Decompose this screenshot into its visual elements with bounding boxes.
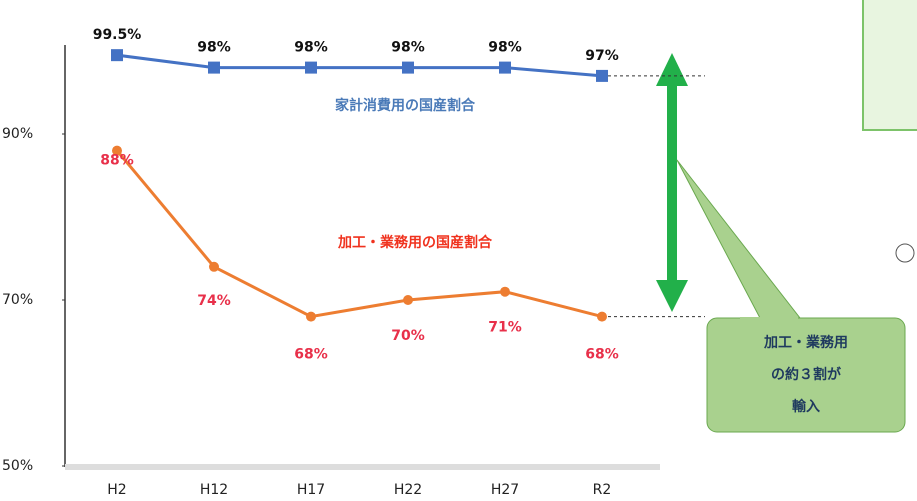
- callout-pointer: [676, 159, 802, 319]
- callout-join: [740, 317, 798, 320]
- y-tick-label: 90%: [2, 126, 33, 142]
- data-label: 98%: [488, 40, 522, 56]
- data-label: 98%: [197, 40, 231, 56]
- y-tick-label: 50%: [2, 458, 33, 474]
- data-label: 99.5%: [93, 27, 142, 43]
- callout-text: 輸入: [792, 398, 820, 415]
- x-tick-label: H22: [394, 482, 422, 498]
- marker: [305, 61, 317, 74]
- marker: [209, 261, 219, 272]
- data-label: 97%: [585, 48, 619, 64]
- data-label: 98%: [391, 40, 425, 56]
- marker: [306, 311, 316, 322]
- marker: [403, 295, 413, 305]
- series-line: [115, 149, 603, 319]
- marker: [112, 145, 122, 156]
- data-label: 70%: [391, 328, 425, 344]
- callout-box: [706, 317, 906, 433]
- marker: [111, 49, 123, 62]
- data-label: 68%: [294, 347, 328, 363]
- data-label: 88%: [100, 153, 134, 169]
- x-tick-label: H12: [200, 482, 228, 498]
- marker: [500, 286, 510, 297]
- y-tick-label: 70%: [2, 292, 33, 308]
- double-arrow: [656, 53, 688, 312]
- marker: [499, 61, 511, 74]
- series-annotation: 家計消費用の国産割合: [335, 97, 476, 114]
- data-label: 71%: [488, 320, 522, 336]
- partial-circle: [895, 243, 915, 263]
- x-tick-label: H2: [107, 482, 126, 498]
- series-annotation: 加工・業務用の国産割合: [337, 234, 493, 251]
- marker: [208, 61, 220, 74]
- partial-box: [862, 0, 917, 131]
- callout-text: の約３割が: [771, 366, 842, 383]
- series-line: [116, 53, 603, 78]
- x-tick-label: H17: [297, 482, 325, 498]
- data-label: 74%: [197, 293, 231, 309]
- x-tick-label: H27: [491, 482, 519, 498]
- marker: [402, 61, 414, 74]
- data-label: 98%: [294, 40, 328, 56]
- x-tick-label: R2: [593, 482, 612, 498]
- data-label: 68%: [585, 347, 619, 363]
- callout-text: 加工・業務用: [763, 334, 848, 351]
- marker: [596, 69, 608, 82]
- marker: [597, 311, 607, 322]
